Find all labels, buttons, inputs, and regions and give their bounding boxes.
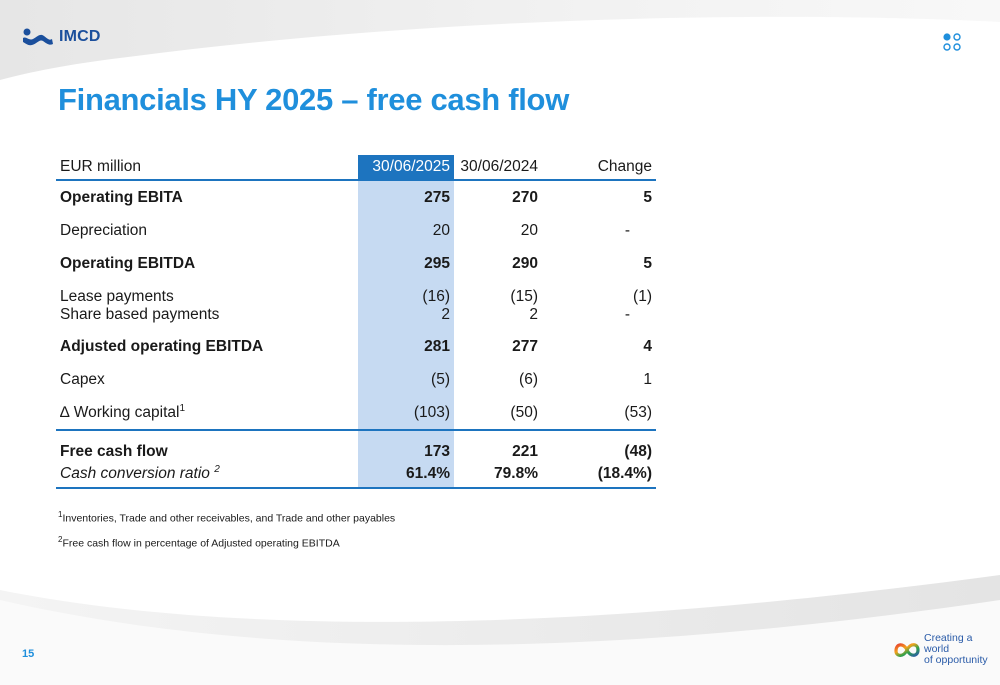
row-label-text: Cash conversion ratio [60,465,215,483]
row-label: Operating EBITA [60,188,183,206]
row-prior-value: 277 [512,337,538,355]
footnote-mark: 2 [58,535,63,544]
row-prior-value: 79.8% [454,461,544,489]
tagline-logo: Creating a world of opportunity [892,633,994,666]
table-row: Cash conversion ratio 2 61.4% 79.8% (18.… [56,461,656,489]
row-current-value: 275 [358,180,454,214]
row-current-value: 295 [358,247,454,280]
free-cash-flow-table: EUR million 30/06/2025 30/06/2024 Change… [56,155,656,489]
table-row: Adjusted operating EBITDA 281 277 4 [56,330,656,363]
row-current-value: 281 [358,330,454,363]
footnote: 1Inventories, Trade and other receivable… [58,510,395,525]
dots-menu-icon[interactable] [942,32,962,52]
footnote: 2Free cash flow in percentage of Adjuste… [58,535,340,550]
row-prior-value: (6) [519,370,538,388]
row-label: Adjusted operating EBITDA [60,337,264,355]
page-number: 15 [22,648,35,660]
row-label: Capex [60,370,105,388]
row-current-value: 20 [358,214,454,247]
tagline-line-2: of opportunity [924,654,988,666]
row-change-value: 4 [643,337,652,355]
tagline-line-1: Creating a world [924,632,973,655]
table-row: Share based payments 2 2 - [56,306,656,330]
row-prior-value: 221 [454,429,544,461]
footnote-mark: 1 [58,510,63,519]
logo-text: IMCD [59,28,101,45]
row-change-value: 5 [643,188,652,206]
header-current-period: 30/06/2025 [358,155,454,181]
row-label: Lease payments [60,288,174,305]
row-prior-value: 290 [512,254,538,272]
row-change-value: (1) [633,288,652,305]
row-change-value: - [624,221,630,239]
row-label-text: ∆ Working capital [60,404,180,422]
footnote-text: Inventories, Trade and other receivables… [62,512,396,525]
row-change-value: (18.4%) [544,461,656,489]
table-row: Lease payments (16) (15) (1) [56,280,656,306]
header-label: EUR million [56,155,358,181]
row-change-value: - [624,306,630,323]
table-row: Capex (5) (6) 1 [56,363,656,396]
row-label: Free cash flow [56,429,358,461]
footnote-marker: 1 [179,402,186,414]
table-header-row: EUR million 30/06/2025 30/06/2024 Change [56,155,656,181]
row-current-value: (16) [358,280,454,306]
footnote-marker: 2 [214,464,220,476]
row-label: Cash conversion ratio 2 [56,461,358,489]
row-current-value: (103) [358,396,454,430]
page-title: Financials HY 2025 – free cash flow [58,82,570,117]
row-label: ∆ Working capital1 [56,396,358,430]
row-prior-value: 2 [529,306,538,323]
row-current-value: 173 [358,429,454,461]
tagline-text: Creating a world of opportunity [924,633,994,666]
table-row: Operating EBITA 275 270 5 [56,180,656,214]
row-label: Operating EBITDA [60,254,196,272]
infinity-logo-icon [894,642,920,657]
footnote-text: Free cash flow in percentage of Adjusted… [62,537,340,550]
row-label: Share based payments [60,306,220,323]
row-change-value: (48) [544,429,656,461]
row-current-value: 61.4% [358,461,454,489]
row-current-value: 2 [358,306,454,330]
table-row: Depreciation 20 20 - [56,214,656,247]
table-row: ∆ Working capital1 (103) (50) (53) [56,396,656,430]
header-change: Change [544,155,656,181]
header-prior-period: 30/06/2024 [454,155,544,181]
company-logo: IMCD [22,27,101,47]
row-prior-value: 20 [520,221,538,239]
row-change-value: (53) [624,403,652,421]
row-change-value: 1 [643,370,652,388]
row-change-value: 5 [643,254,652,272]
table-row: Operating EBITDA 295 290 5 [56,247,656,280]
row-prior-value: 270 [512,188,538,206]
row-prior-value: (50) [510,403,538,421]
row-current-value: (5) [358,363,454,396]
table-row: Free cash flow 173 221 (48) [56,429,656,461]
imcd-logo-icon [23,28,53,46]
row-prior-value: (15) [510,288,538,305]
row-label: Depreciation [60,221,148,239]
